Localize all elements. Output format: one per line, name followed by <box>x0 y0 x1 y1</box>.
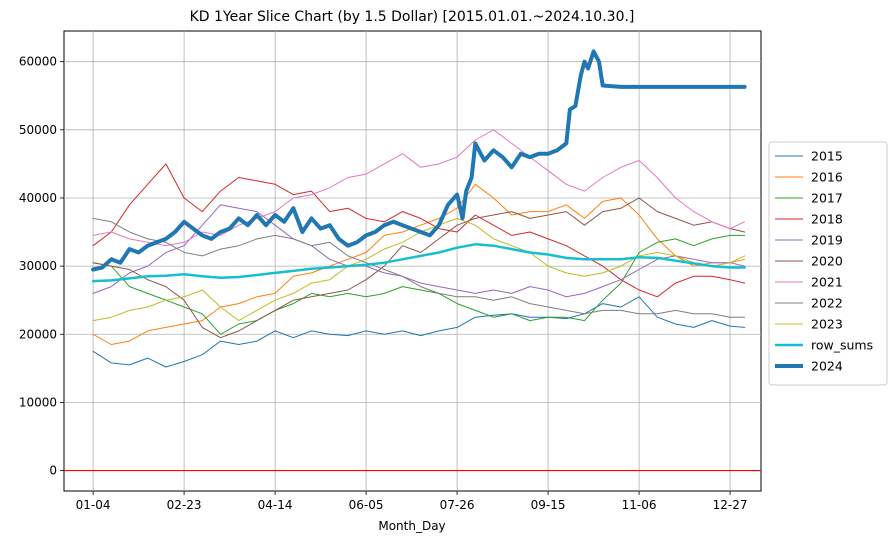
x-axis-title: Month_Day <box>378 519 445 533</box>
y-tick-label: 10000 <box>19 395 57 409</box>
legend: 2015 2016 2017 2018 2019 2020 2021 2022 2023 row_… <box>768 141 888 386</box>
y-tick-label: 50000 <box>19 123 57 137</box>
legend-label-2020: 2020 <box>811 254 843 269</box>
series-layer <box>91 49 747 368</box>
x-tick-label: 09-15 <box>531 498 566 512</box>
y-tick-label: 60000 <box>19 55 57 69</box>
y-tick-label: 40000 <box>19 191 57 205</box>
x-tick-label: 11-06 <box>622 498 657 512</box>
series-line-2024 <box>91 49 747 272</box>
plot-area <box>63 30 762 492</box>
series-line-2017 <box>92 234 746 335</box>
legend-label-2019: 2019 <box>811 233 843 248</box>
series-line-row_sums <box>91 243 746 283</box>
series-line-2016 <box>92 183 746 345</box>
legend-label-2022: 2022 <box>811 296 843 311</box>
x-tick-label: 07-26 <box>440 498 475 512</box>
legend-label-2021: 2021 <box>811 275 843 290</box>
series-line-2020 <box>92 197 746 339</box>
y-tick-label: 0 <box>49 464 57 478</box>
grid <box>64 31 761 491</box>
legend-label-2018: 2018 <box>811 212 843 227</box>
x-tick-label: 12-27 <box>713 498 748 512</box>
y-tick-label: 20000 <box>19 327 57 341</box>
legend-label-2016: 2016 <box>811 170 843 185</box>
series-line-2019 <box>92 204 746 298</box>
series-line-2018 <box>92 163 746 298</box>
legend-label-2017: 2017 <box>811 191 843 206</box>
series-line-2021 <box>92 129 746 247</box>
y-tick-label: 30000 <box>19 259 57 273</box>
x-tick-label: 01-04 <box>76 498 111 512</box>
legend-label-2024: 2024 <box>811 359 843 374</box>
series-line-2022 <box>92 217 746 318</box>
series-line-2015 <box>92 296 746 368</box>
x-tick-label: 04-14 <box>258 498 293 512</box>
legend-label-row_sums: row_sums <box>811 338 873 353</box>
x-tick-label: 02-23 <box>167 498 202 512</box>
legend-label-2023: 2023 <box>811 317 843 332</box>
chart-title: KD 1Year Slice Chart (by 1.5 Dollar) [20… <box>190 9 635 25</box>
y-axis: 0 10000 20000 30000 40000 50000 60000 <box>19 55 64 478</box>
x-tick-label: 06-05 <box>349 498 384 512</box>
legend-label-2015: 2015 <box>811 149 843 164</box>
x-axis: 01-04 02-23 04-14 06-05 07-26 09-15 11-06 12-27 <box>76 491 748 512</box>
